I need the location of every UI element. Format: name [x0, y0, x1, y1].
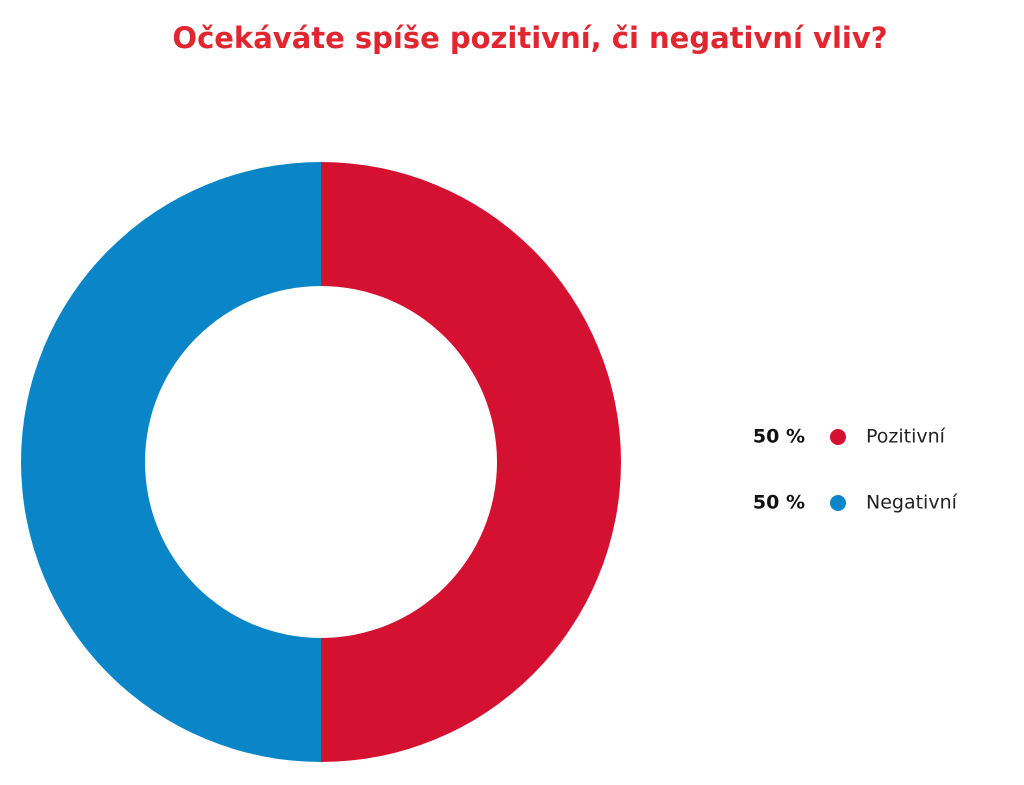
legend-marker	[830, 495, 846, 511]
donut-slice	[321, 162, 621, 762]
donut-slice	[21, 162, 321, 762]
legend-value: 50 %	[753, 426, 805, 448]
legend-value: 50 %	[753, 492, 805, 514]
legend-marker	[830, 429, 846, 445]
chart-title: Očekáváte spíše pozitivní, či negativní …	[172, 21, 887, 55]
legend-label: Negativní	[866, 492, 958, 514]
legend-label: Pozitivní	[866, 426, 946, 448]
